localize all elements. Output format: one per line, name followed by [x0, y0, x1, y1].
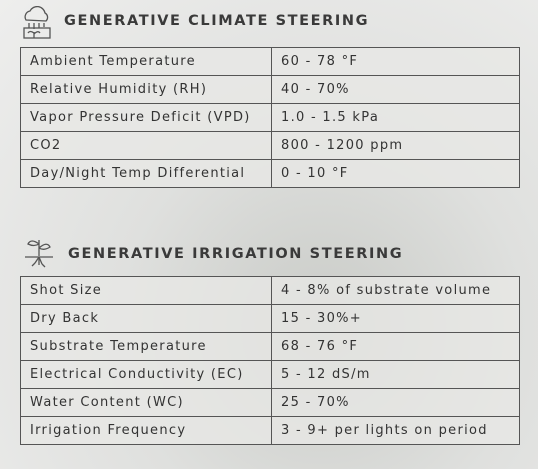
range-cell: 68 - 76 °F — [271, 332, 520, 361]
table-row: Electrical Conductivity (EC) 5 - 12 dS/m — [20, 360, 520, 389]
range-cell: 0 - 10 °F — [271, 159, 520, 188]
section-title: GENERATIVE IRRIGATION STEERING — [68, 246, 404, 262]
range-cell: 5 - 12 dS/m — [271, 360, 520, 389]
parameter-cell: Dry Back — [20, 304, 272, 333]
table-row: CO2 800 - 1200 ppm — [20, 131, 520, 160]
irrigation-icon — [25, 240, 53, 268]
range-cell: 60 - 78 °F — [271, 47, 520, 76]
range-cell: 15 - 30%+ — [271, 304, 520, 333]
parameter-cell: Electrical Conductivity (EC) — [20, 360, 272, 389]
range-cell: 800 - 1200 ppm — [271, 131, 520, 160]
table-row: Day/Night Temp Differential 0 - 10 °F — [20, 159, 520, 188]
climate-icon — [23, 6, 51, 39]
table-row: Dry Back 15 - 30%+ — [20, 304, 520, 333]
section-title: GENERATIVE CLIMATE STEERING — [64, 13, 370, 29]
range-cell: 25 - 70% — [271, 388, 520, 417]
range-cell: 3 - 9+ per lights on period — [271, 416, 520, 445]
table-row: Vapor Pressure Deficit (VPD) 1.0 - 1.5 kP… — [20, 103, 520, 132]
parameter-cell: Shot Size — [20, 276, 272, 305]
climate-table: Ambient Temperature 60 - 78 °F Relative Hu… — [20, 47, 520, 188]
table-row: Substrate Temperature 68 - 76 °F — [20, 332, 520, 361]
table-row: Water Content (WC) 25 - 70% — [20, 388, 520, 417]
parameter-cell: Water Content (WC) — [20, 388, 272, 417]
table-row: Irrigation Frequency 3 - 9+ per lights on… — [20, 416, 520, 445]
irrigation-table: Shot Size 4 - 8% of substrate volume Dry B… — [20, 276, 520, 445]
range-cell: 40 - 70% — [271, 75, 520, 104]
table-row: Ambient Temperature 60 - 78 °F — [20, 47, 520, 76]
parameter-cell: Vapor Pressure Deficit (VPD) — [20, 103, 272, 132]
range-cell: 1.0 - 1.5 kPa — [271, 103, 520, 132]
parameter-cell: CO2 — [20, 131, 272, 160]
table-row: Shot Size 4 - 8% of substrate volume — [20, 276, 520, 305]
range-cell: 4 - 8% of substrate volume — [271, 276, 520, 305]
parameter-cell: Relative Humidity (RH) — [20, 75, 272, 104]
parameter-cell: Substrate Temperature — [20, 332, 272, 361]
table-row: Relative Humidity (RH) 40 - 70% — [20, 75, 520, 104]
parameter-cell: Day/Night Temp Differential — [20, 159, 272, 188]
parameter-cell: Irrigation Frequency — [20, 416, 272, 445]
parameter-cell: Ambient Temperature — [20, 47, 272, 76]
